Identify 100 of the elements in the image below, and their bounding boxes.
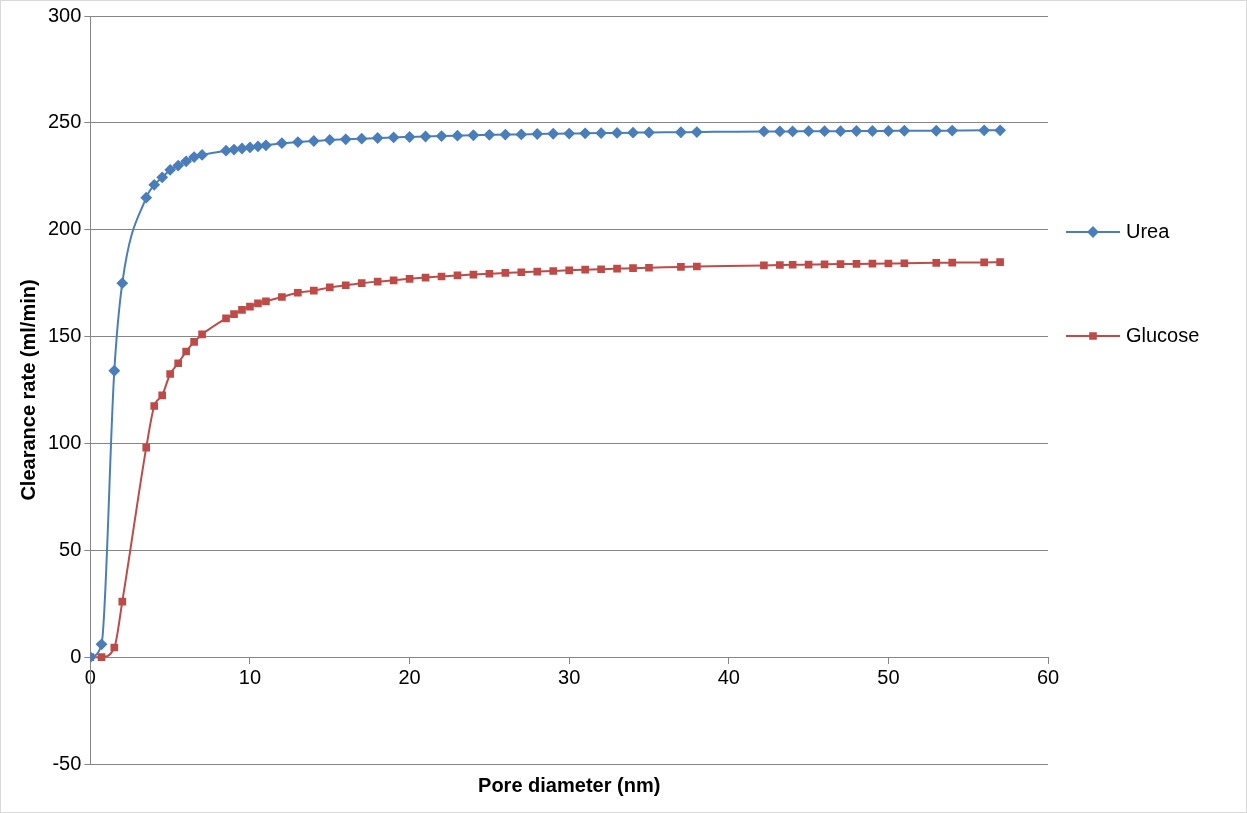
point: [629, 264, 637, 273]
point: [142, 443, 151, 452]
point: [97, 653, 106, 661]
point: [148, 179, 160, 191]
point: [946, 125, 958, 137]
point: [836, 260, 845, 268]
point: [643, 126, 655, 138]
point: [262, 297, 270, 306]
point: [357, 279, 366, 287]
point: [803, 125, 815, 137]
point: [898, 125, 910, 137]
point: [675, 126, 687, 138]
point: [547, 128, 559, 140]
point: [276, 137, 288, 149]
point: [930, 125, 942, 137]
point: [579, 127, 591, 139]
point: [595, 127, 607, 139]
point: [341, 281, 350, 290]
point: [677, 263, 685, 271]
point: [868, 259, 877, 268]
y-tick-label: 100: [47, 430, 82, 453]
point: [758, 125, 770, 137]
y-tick-label: 300: [47, 3, 82, 26]
y-tick-label: 200: [47, 217, 82, 240]
point: [260, 139, 272, 151]
point: [388, 131, 400, 143]
point: [852, 260, 861, 268]
point: [254, 299, 262, 308]
point: [180, 155, 192, 167]
point: [932, 259, 941, 267]
x-tick-label: 60: [1036, 665, 1060, 688]
point: [996, 258, 1004, 267]
point: [292, 136, 304, 148]
point: [948, 258, 957, 267]
point: [230, 310, 238, 318]
point: [485, 269, 494, 278]
point: [140, 192, 152, 204]
point: [116, 277, 128, 289]
point: [164, 164, 176, 176]
point: [158, 391, 167, 400]
point: [515, 128, 527, 140]
point: [787, 125, 799, 137]
point: [96, 638, 108, 650]
point: [501, 269, 510, 277]
point: [174, 359, 182, 368]
point: [228, 144, 240, 156]
x-tick-label: 20: [398, 665, 421, 688]
point: [118, 597, 127, 606]
point: [776, 261, 784, 269]
point: [172, 160, 184, 172]
point: [166, 370, 174, 378]
point: [835, 125, 847, 137]
point: [356, 133, 368, 145]
y-tick-label: 0: [70, 644, 82, 667]
point: [581, 265, 589, 274]
point: [236, 143, 248, 154]
y-tick-label: 50: [59, 537, 82, 560]
point: [436, 130, 447, 142]
point: [246, 302, 254, 311]
point: [198, 330, 206, 339]
point: [693, 262, 701, 271]
point: [220, 145, 232, 157]
point: [994, 124, 1006, 136]
point: [563, 128, 575, 140]
point: [308, 135, 320, 147]
y-tick-label: 150: [47, 324, 82, 347]
point: [309, 286, 318, 295]
point: [278, 293, 286, 301]
point: [597, 265, 605, 274]
legend-label: Glucose: [1126, 323, 1200, 346]
point: [517, 268, 526, 277]
point: [691, 126, 703, 138]
point: [483, 129, 495, 141]
y-tick-label: -50: [52, 751, 82, 774]
point: [627, 127, 639, 139]
point: [188, 151, 200, 163]
x-tick-label: 40: [717, 665, 740, 688]
point: [531, 128, 543, 140]
point: [760, 261, 768, 270]
point: [108, 365, 120, 377]
point: [244, 141, 256, 153]
x-tick-label: 10: [238, 665, 262, 688]
point: [451, 130, 463, 142]
point: [788, 260, 797, 269]
point: [150, 402, 159, 410]
point: [420, 131, 432, 143]
point: [405, 275, 414, 283]
point: [222, 314, 230, 323]
x-tick-label: 50: [877, 665, 900, 688]
point: [190, 338, 198, 346]
point: [324, 134, 336, 146]
point: [340, 133, 352, 145]
point: [611, 127, 623, 139]
x-axis-title: Pore diameter (nm): [478, 773, 661, 796]
point: [850, 125, 862, 137]
point: [978, 124, 990, 136]
point: [774, 125, 786, 137]
point: [866, 125, 878, 137]
legend-label: Urea: [1126, 219, 1171, 242]
y-tick-label: 250: [47, 110, 82, 133]
